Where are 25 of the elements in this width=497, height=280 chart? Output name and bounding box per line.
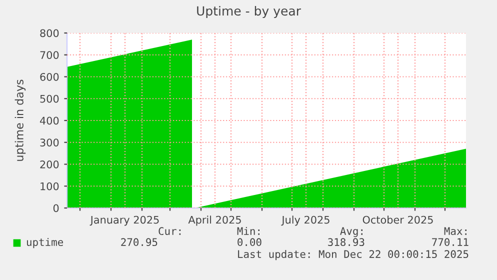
text: Max: bbox=[444, 227, 466, 236]
x-tick-label: July 2025 bbox=[281, 216, 330, 226]
y-tick-label: 600 bbox=[40, 72, 59, 81]
y-tick-label: 400 bbox=[40, 116, 59, 125]
text: 270.95 bbox=[121, 238, 158, 246]
text: 318.93 bbox=[328, 238, 364, 246]
text: Avg: bbox=[340, 227, 362, 238]
chart-title: Uptime - by year bbox=[197, 6, 301, 18]
x-tick-label: January 2025 bbox=[90, 216, 159, 226]
text: 0.00 bbox=[238, 238, 262, 246]
text: 770.11 bbox=[432, 238, 468, 246]
y-tick-label: 700 bbox=[40, 51, 59, 59]
text: Min: bbox=[237, 226, 260, 235]
y-tick-label: 0 bbox=[53, 204, 59, 212]
x-tick-label: April 2025 bbox=[188, 216, 241, 226]
text: Cur: bbox=[158, 227, 181, 236]
text: Last update: Mon Dec 22 00:00:15 2025 bbox=[238, 250, 468, 260]
y-tick-label: 800 bbox=[40, 29, 59, 38]
y-tick-label: 200 bbox=[40, 160, 59, 168]
y-tick-label: 500 bbox=[40, 94, 59, 103]
y-tick-label: 100 bbox=[40, 182, 59, 190]
y-tick-label: 300 bbox=[40, 138, 59, 146]
legend-label: uptime bbox=[26, 238, 64, 248]
x-tick-label: October 2025 bbox=[362, 216, 433, 224]
y-axis-title: uptime in days bbox=[14, 80, 26, 161]
